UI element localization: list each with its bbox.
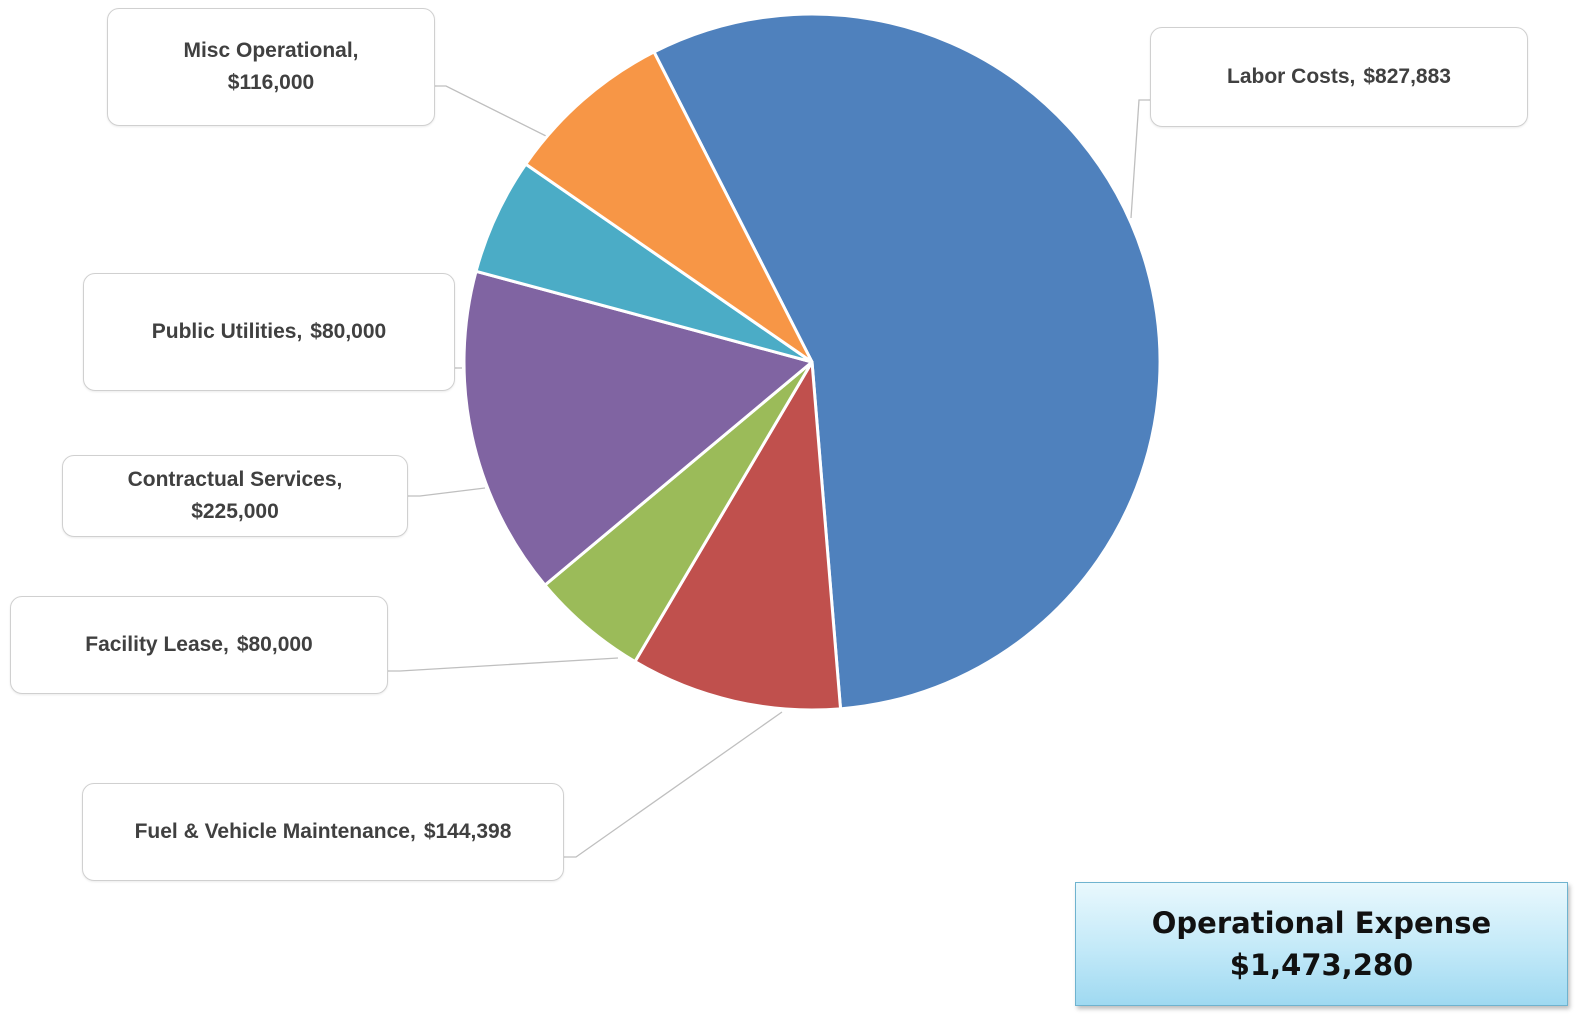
leader-facility [388,657,619,672]
callout-facility-value: $80,000 [236,633,313,656]
leader-misc [435,85,549,138]
callout-contract-name: Contractual Services, [127,468,343,491]
callout-fuel-vehicle-maintenance: Fuel & Vehicle Maintenance, $144,398 [82,783,564,881]
pie-slice-misc-operational [524,50,814,364]
leader-fuel [564,711,783,858]
callout-labor-name: Labor Costs, [1227,65,1356,88]
callout-fuel-name: Fuel & Vehicle Maintenance, [134,820,416,843]
total-expense-amount: $1,473,280 [1229,948,1414,982]
callout-contractual-services: Contractual Services, $225,000 [62,455,408,537]
pie-slice-fuel-vehicle-maintenance [633,360,843,712]
callout-misc-operational: Misc Operational, $116,000 [107,8,435,126]
pie-slices [462,12,1162,712]
callout-public-utilities: Public Utilities, $80,000 [83,273,455,391]
callout-misc-name: Misc Operational, [183,39,359,62]
callout-facility-name: Facility Lease, [85,633,229,656]
pie-slice-labor-costs [652,12,1162,711]
leader-labor [1130,99,1150,219]
total-expense-box: Operational Expense $1,473,280 [1075,882,1568,1006]
callout-misc-value: $116,000 [227,71,315,94]
leader-lines [388,85,1150,858]
callout-utility-value: $80,000 [310,320,387,343]
pie-slice-contractual-services [462,269,814,587]
callout-fuel-value: $144,398 [423,820,512,843]
leader-contract [408,487,486,497]
total-expense-title: Operational Expense [1151,906,1492,940]
callout-facility-lease: Facility Lease, $80,000 [10,596,388,694]
callout-labor-value: $827,883 [1363,65,1451,88]
callout-labor-costs: Labor Costs, $827,883 [1150,27,1528,127]
callout-contract-value: $225,000 [191,500,279,523]
callout-utility-name: Public Utilities, [151,320,303,343]
